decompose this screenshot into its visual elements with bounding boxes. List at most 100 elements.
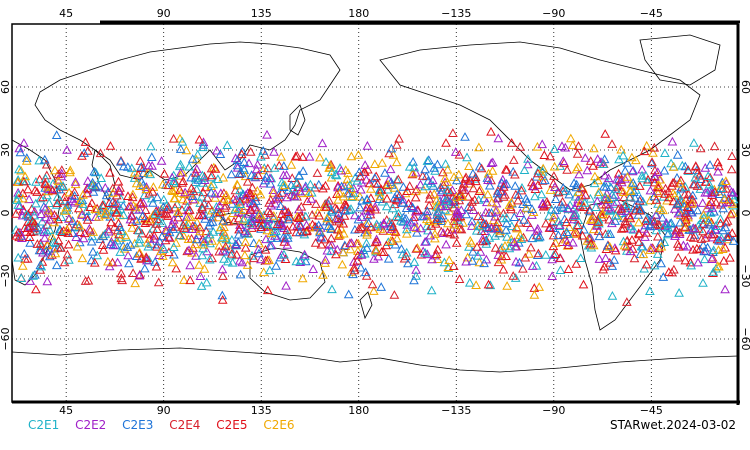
observation-marker [253,170,264,180]
observation-marker [135,181,145,190]
observation-marker [698,209,709,219]
observation-marker [192,149,203,159]
observation-marker [652,231,663,241]
observation-marker [673,208,684,218]
observation-marker [375,220,386,230]
coastline [359,291,373,320]
observation-marker [65,165,76,175]
tick-labels: 45 45 90 90 135 135 180 180 −135 −135 −90 −90 −45 −45… [0,7,750,417]
observation-marker [13,174,23,184]
observation-marker [244,218,255,228]
observation-marker [86,255,97,265]
observation-marker [194,210,204,219]
observation-marker [297,273,308,283]
observation-marker [475,246,486,256]
coastline [379,41,701,191]
observation-marker [614,174,624,183]
observation-marker [291,178,302,188]
observation-marker [16,165,26,175]
observation-marker [361,238,372,248]
observation-marker [473,211,484,221]
observation-marker [43,208,54,217]
observation-marker [262,285,273,295]
observation-marker [487,157,498,167]
observation-marker [349,265,360,275]
observation-marker [483,175,493,184]
observation-marker [634,181,645,190]
observation-marker [702,187,713,197]
observation-marker [441,193,452,203]
observation-marker [346,238,357,247]
observation-marker [565,133,576,143]
observation-marker [232,155,243,164]
observation-marker [668,161,679,171]
observation-marker [592,154,603,163]
observation-marker [44,198,55,207]
observation-marker [420,164,430,174]
observation-marker [586,238,596,248]
observation-marker [28,221,39,231]
observation-marker [218,271,228,280]
observation-marker [622,172,633,181]
observation-marker [107,183,118,193]
observation-marker [438,167,448,177]
observation-marker [633,217,644,227]
observation-marker [19,138,29,147]
observation-marker [457,191,468,201]
observation-marker [464,161,474,170]
observation-marker [65,167,75,177]
observation-marker [74,220,85,230]
observation-marker [544,211,554,220]
lat-tick-label-left: −30 [0,264,12,287]
observation-marker [17,210,28,220]
observation-marker [15,201,25,210]
observation-marker [672,238,683,248]
observation-marker [573,141,584,150]
observation-marker [144,188,155,198]
observation-marker [533,232,544,242]
observation-marker [409,222,420,231]
observation-marker [483,223,494,233]
observation-marker [52,198,63,207]
observation-marker [148,182,159,191]
observation-marker [134,237,145,247]
observation-marker [397,194,408,204]
observation-marker [62,224,72,234]
observation-marker [451,175,462,185]
observation-marker [222,140,233,149]
observation-marker [173,206,183,216]
observation-marker [571,259,582,268]
observation-marker [432,159,443,169]
observation-marker [492,193,503,203]
observation-marker [264,265,275,275]
observation-marker [346,151,357,161]
observation-marker [541,218,551,228]
observation-marker [625,185,636,195]
observation-marker [651,195,662,204]
observation-marker [197,250,208,260]
observation-marker [281,170,292,179]
observation-marker [246,217,257,227]
observation-marker [131,215,142,225]
observation-marker [339,211,350,220]
observation-marker [426,220,437,230]
observation-marker [688,179,699,189]
observation-marker [235,199,245,208]
observation-marker [723,231,734,241]
observation-marker [122,242,133,251]
observation-marker [62,199,73,209]
observation-marker [256,222,267,231]
observation-marker [249,171,260,181]
observation-marker [55,226,65,235]
observation-marker [377,158,388,167]
observation-marker [326,206,337,216]
observation-marker [360,267,371,277]
observation-marker [384,148,394,158]
observation-marker [582,235,593,245]
observation-marker [40,178,50,187]
observation-marker [75,227,86,236]
observation-marker [619,240,630,250]
observation-marker [481,254,492,264]
observation-marker [171,263,182,273]
